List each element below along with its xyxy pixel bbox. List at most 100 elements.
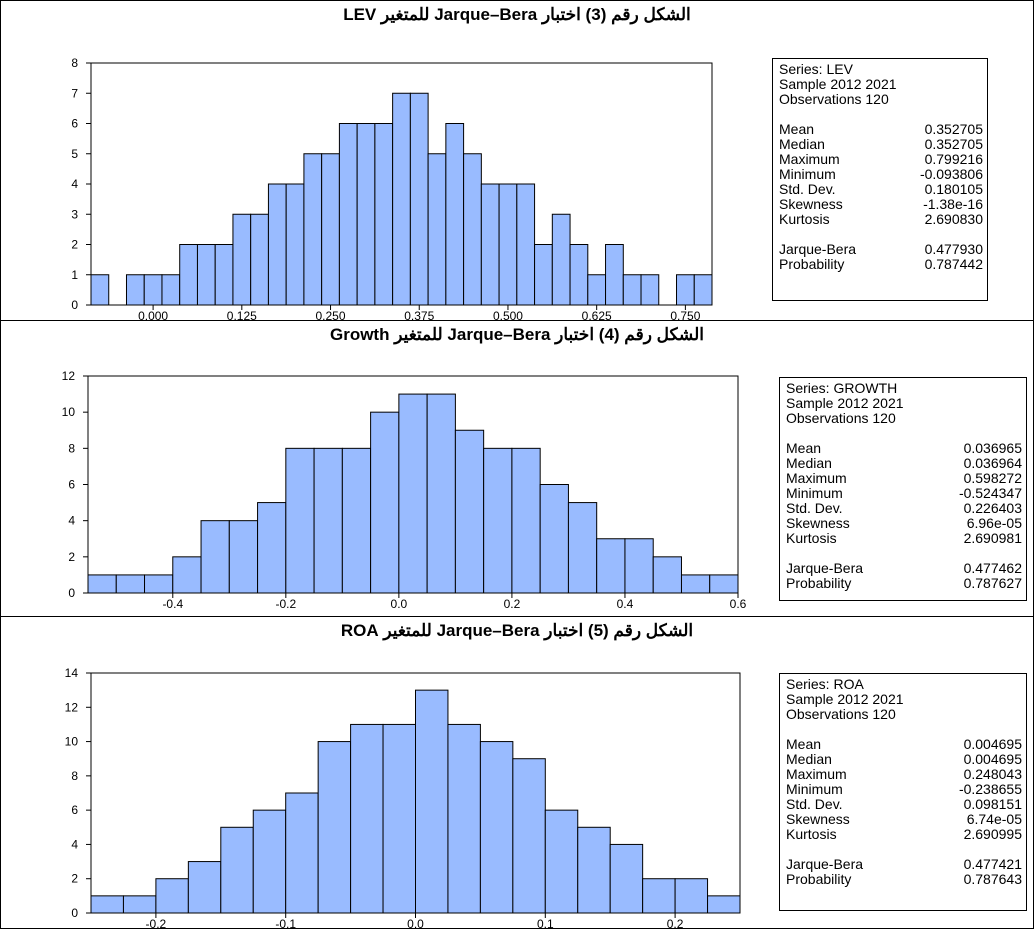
stats-value: 2.690981 bbox=[963, 530, 1022, 546]
histogram-bar bbox=[187, 861, 222, 914]
histogram-bar bbox=[463, 153, 482, 306]
stats-value: -1.38e-16 bbox=[923, 196, 983, 212]
stats-label: Jarque-Bera bbox=[786, 560, 864, 576]
y-tick-label: 6 bbox=[68, 478, 75, 492]
stats-row: Jarque-Bera 0.477930 bbox=[779, 242, 983, 257]
histogram-bar bbox=[90, 895, 124, 914]
stats-value: 0.180105 bbox=[924, 181, 983, 197]
histogram-bar bbox=[338, 123, 358, 306]
stats-label: Kurtosis bbox=[779, 211, 830, 227]
stats-value: 6.74e-05 bbox=[966, 811, 1022, 827]
stats-value: 0.004695 bbox=[963, 751, 1022, 767]
stats-row: Probability 0.787442 bbox=[779, 257, 983, 272]
histogram-bar bbox=[454, 429, 485, 594]
stats-row: Mean 0.004695 bbox=[786, 737, 1022, 752]
histogram-bar bbox=[567, 502, 598, 594]
stats-label: Minimum bbox=[786, 485, 843, 501]
histogram-bar bbox=[693, 274, 713, 306]
histogram-bar bbox=[285, 183, 305, 306]
y-tick-label: 12 bbox=[62, 369, 76, 383]
histogram-bar bbox=[426, 393, 456, 594]
histogram-bar bbox=[200, 520, 230, 594]
histogram-bar bbox=[516, 183, 536, 306]
histogram-panel-growth: الشكل رقم (4) اختبار Jarque–Bera للمتغير… bbox=[0, 320, 1034, 617]
stats-label: Mean bbox=[786, 440, 822, 456]
stats-label: Skewness bbox=[786, 811, 850, 827]
histogram-bar bbox=[609, 843, 644, 914]
histogram-bar bbox=[122, 895, 157, 914]
stats-box-roa: Series: ROA Sample 2012 2021 Observations … bbox=[779, 673, 1027, 911]
histogram-panel-lev: الشكل رقم (3) اختبار Jarque–Bera للمتغير… bbox=[0, 0, 1034, 323]
y-tick-label: 4 bbox=[71, 177, 78, 191]
histogram-bar bbox=[479, 741, 514, 914]
stats-label: Minimum bbox=[786, 781, 843, 797]
y-tick-label: 8 bbox=[71, 56, 78, 70]
stats-value: 0.352705 bbox=[924, 136, 983, 152]
y-tick-label: 8 bbox=[71, 769, 78, 783]
histogram-bar bbox=[250, 213, 269, 306]
stats-label: Minimum bbox=[779, 166, 836, 182]
histogram-bar bbox=[115, 574, 146, 594]
x-tick-label: 0.0 bbox=[407, 917, 424, 930]
stats-label: Jarque-Bera bbox=[779, 241, 857, 257]
stats-header-line: Series: LEV bbox=[779, 61, 853, 77]
stats-value: 0.477930 bbox=[924, 241, 983, 257]
stats-box-lev: Series: LEV Sample 2012 2021 Observations … bbox=[772, 58, 988, 301]
histogram-bar bbox=[551, 213, 571, 306]
x-tick-label: 0.375 bbox=[404, 309, 434, 323]
histogram-bar bbox=[125, 274, 145, 306]
stats-header-line: Sample 2012 2021 bbox=[786, 395, 904, 411]
histogram-bar bbox=[569, 244, 589, 306]
histogram-bar bbox=[534, 244, 553, 306]
y-tick-label: 4 bbox=[68, 514, 75, 528]
stats-row: Kurtosis 2.690830 bbox=[779, 212, 983, 227]
x-tick-label: 0.4 bbox=[617, 597, 634, 611]
histogram-bar bbox=[642, 878, 676, 914]
x-tick-label: -0.2 bbox=[275, 597, 296, 611]
histogram-bar bbox=[676, 274, 695, 306]
histogram-bar bbox=[161, 274, 181, 306]
stats-row: Maximum 0.598272 bbox=[786, 471, 1022, 486]
stats-row: Minimum -0.524347 bbox=[786, 486, 1022, 501]
chart-title: الشكل رقم (4) اختبار Jarque–Bera للمتغير… bbox=[329, 325, 704, 344]
histogram-bar bbox=[512, 758, 546, 914]
x-tick-label: 0.2 bbox=[667, 917, 684, 930]
histogram-bar bbox=[341, 447, 372, 594]
histogram-bar bbox=[622, 274, 642, 306]
y-tick-label: 3 bbox=[71, 207, 78, 221]
x-tick-label: 0.625 bbox=[582, 309, 612, 323]
histogram-bar bbox=[356, 123, 376, 306]
stats-row: Skewness 6.96e-05 bbox=[786, 516, 1022, 531]
stats-label: Std. Dev. bbox=[779, 181, 836, 197]
x-tick-label: 0.125 bbox=[227, 309, 257, 323]
histogram-bar bbox=[544, 809, 579, 914]
stats-value: 2.690830 bbox=[924, 211, 983, 227]
histogram-bar bbox=[640, 274, 660, 306]
stats-row: Mean 0.352705 bbox=[779, 122, 983, 137]
stats-value: 0.352705 bbox=[924, 121, 983, 137]
histogram-bar bbox=[445, 123, 465, 306]
stats-header-line: Observations 120 bbox=[786, 706, 896, 722]
histogram-bar bbox=[155, 878, 189, 914]
histogram-bar bbox=[382, 723, 416, 914]
stats-label: Median bbox=[779, 136, 825, 152]
x-tick-label: -0.4 bbox=[162, 597, 183, 611]
histogram-bar bbox=[577, 826, 611, 914]
histogram-bar bbox=[392, 92, 411, 306]
y-tick-label: 6 bbox=[71, 803, 78, 817]
y-tick-label: 1 bbox=[71, 268, 78, 282]
histogram-bar bbox=[511, 447, 541, 594]
stats-header-line: Observations 120 bbox=[779, 91, 889, 107]
histogram-bar bbox=[90, 274, 110, 306]
stats-row: Jarque-Bera 0.477421 bbox=[786, 857, 1022, 872]
histogram-bar bbox=[267, 183, 287, 306]
stats-row: Std. Dev. 0.180105 bbox=[779, 182, 983, 197]
stats-value: -0.093806 bbox=[919, 166, 983, 182]
stats-value: -0.238655 bbox=[958, 781, 1022, 797]
histogram-bar bbox=[624, 538, 654, 594]
stats-value: 0.477421 bbox=[963, 856, 1022, 872]
stats-row: Minimum -0.238655 bbox=[786, 782, 1022, 797]
histogram-bar bbox=[427, 153, 447, 306]
stats-label: Mean bbox=[786, 736, 822, 752]
